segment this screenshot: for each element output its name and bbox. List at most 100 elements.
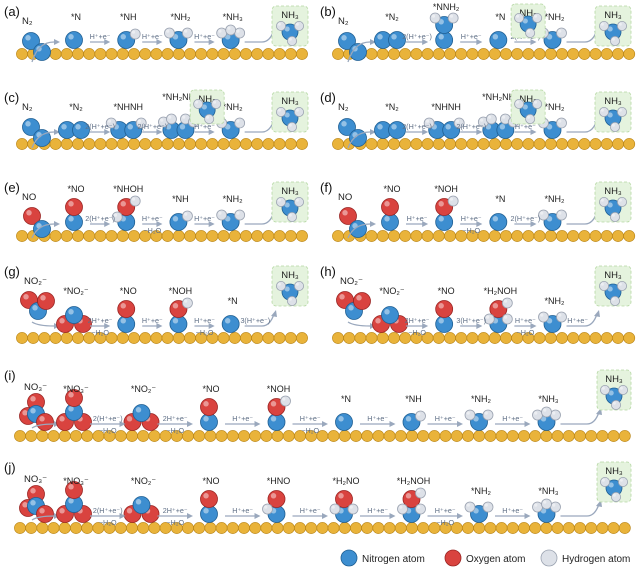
hydrogen-atom <box>610 211 621 222</box>
catalyst-surface <box>332 48 636 60</box>
oxygen-atom <box>381 198 399 216</box>
atom-highlight <box>600 198 604 202</box>
surface-atom <box>410 48 423 60</box>
arrow-label: 2(H⁺+e⁻) <box>402 122 432 131</box>
atom-highlight <box>455 119 460 123</box>
atom-highlight <box>484 411 488 415</box>
panel-label: (g) <box>4 264 20 279</box>
reactant-label: NO₂⁻ <box>340 276 363 287</box>
atom-highlight <box>107 119 112 123</box>
atom-body <box>221 213 240 231</box>
hydrogen-atom <box>611 491 622 502</box>
hydrogen-atom <box>293 20 304 31</box>
surface-atom <box>161 48 174 60</box>
surface-atom <box>332 48 344 60</box>
surface-atom <box>296 48 308 60</box>
arrow-sublabel: −H₂O <box>462 226 480 235</box>
panel-label: (d) <box>320 90 336 105</box>
surface-atom <box>296 332 308 344</box>
atom-highlight <box>612 493 616 497</box>
product-box: NH₃ <box>594 181 632 223</box>
arrow-label: 3(H⁺+e⁻) <box>240 316 270 325</box>
atom-body <box>599 196 610 207</box>
nitrogen-atom <box>543 315 562 333</box>
atom-highlight <box>203 508 209 514</box>
atom-highlight <box>417 489 421 493</box>
hydrogen-atom <box>293 280 304 291</box>
reactant-label: NO₃⁻ <box>24 474 47 485</box>
oxygen-atom <box>335 490 353 508</box>
surface-atom <box>612 138 624 150</box>
nitrogen-atom <box>605 479 623 497</box>
surface-atom <box>284 230 297 242</box>
atom-body <box>435 16 454 34</box>
hydrogen-atom <box>617 20 628 31</box>
hydrogen-atom <box>482 501 494 513</box>
surface-atom <box>249 430 262 442</box>
hydrogen-atom <box>423 117 435 129</box>
adsorbate <box>381 198 399 231</box>
hydrogen-atom <box>556 209 567 221</box>
surface-atom <box>533 48 546 60</box>
atom-highlight <box>68 201 74 207</box>
adsorbate <box>267 395 291 431</box>
atom-highlight <box>288 297 292 301</box>
panel-label: (e) <box>4 180 20 195</box>
surface-atom <box>251 48 264 60</box>
atom-highlight <box>284 286 290 292</box>
surface-atom <box>238 522 250 534</box>
reaction-arrow <box>460 323 483 329</box>
atom-highlight <box>342 210 348 216</box>
atom-highlight <box>166 29 170 33</box>
atom-body <box>335 413 353 431</box>
surface-atom <box>139 48 152 60</box>
oxygen-atom <box>65 389 83 407</box>
atom-highlight <box>618 282 622 286</box>
desorption-arrow <box>566 211 598 225</box>
surface-atom <box>399 48 412 60</box>
nitrogen-atom <box>489 31 508 49</box>
arrow-head <box>187 513 193 519</box>
hydrogen-atom <box>415 503 426 515</box>
atom-highlight <box>399 505 403 509</box>
surface-atom <box>217 138 230 150</box>
arrow-head <box>389 513 396 519</box>
atom-body <box>200 505 218 523</box>
atom-body <box>166 113 177 125</box>
surface-atom <box>466 332 479 344</box>
atom-highlight <box>227 26 231 30</box>
hydrogen-atom <box>225 24 237 36</box>
surface-atom <box>361 430 374 442</box>
surface-atom <box>161 138 174 150</box>
atom-highlight <box>601 386 605 390</box>
nitrogen-atom <box>335 413 353 431</box>
arrow-label: 2H⁺+e⁻ <box>163 414 188 423</box>
surface-atom <box>365 138 378 150</box>
nitrogen-atom-icon <box>340 549 358 567</box>
adsorbate <box>464 409 494 431</box>
arrow-sublabel: −H₂O <box>517 328 535 337</box>
catalyst-surface <box>332 332 636 344</box>
surface-atom <box>540 430 553 442</box>
surface-atom <box>551 430 564 442</box>
hydrogen-atom <box>556 117 567 129</box>
hydrogen-atom <box>216 27 228 39</box>
atom-highlight <box>492 216 499 222</box>
surface-atom <box>399 230 412 242</box>
atom-highlight <box>522 18 528 24</box>
surface-atom <box>72 48 84 60</box>
reaction-arrow <box>514 129 537 135</box>
atom-highlight <box>384 216 390 222</box>
atom-highlight <box>552 503 556 507</box>
hydrogen-atom <box>453 117 465 129</box>
surface-atom <box>394 430 407 442</box>
atom-body <box>556 27 567 39</box>
arrow-head <box>457 513 463 519</box>
surface-atom <box>193 430 206 442</box>
surface-atom <box>195 138 208 150</box>
arrow-head <box>208 129 215 135</box>
nitrogen-atom <box>22 118 40 136</box>
surface-atom <box>128 48 140 60</box>
surface-atom <box>83 230 96 242</box>
